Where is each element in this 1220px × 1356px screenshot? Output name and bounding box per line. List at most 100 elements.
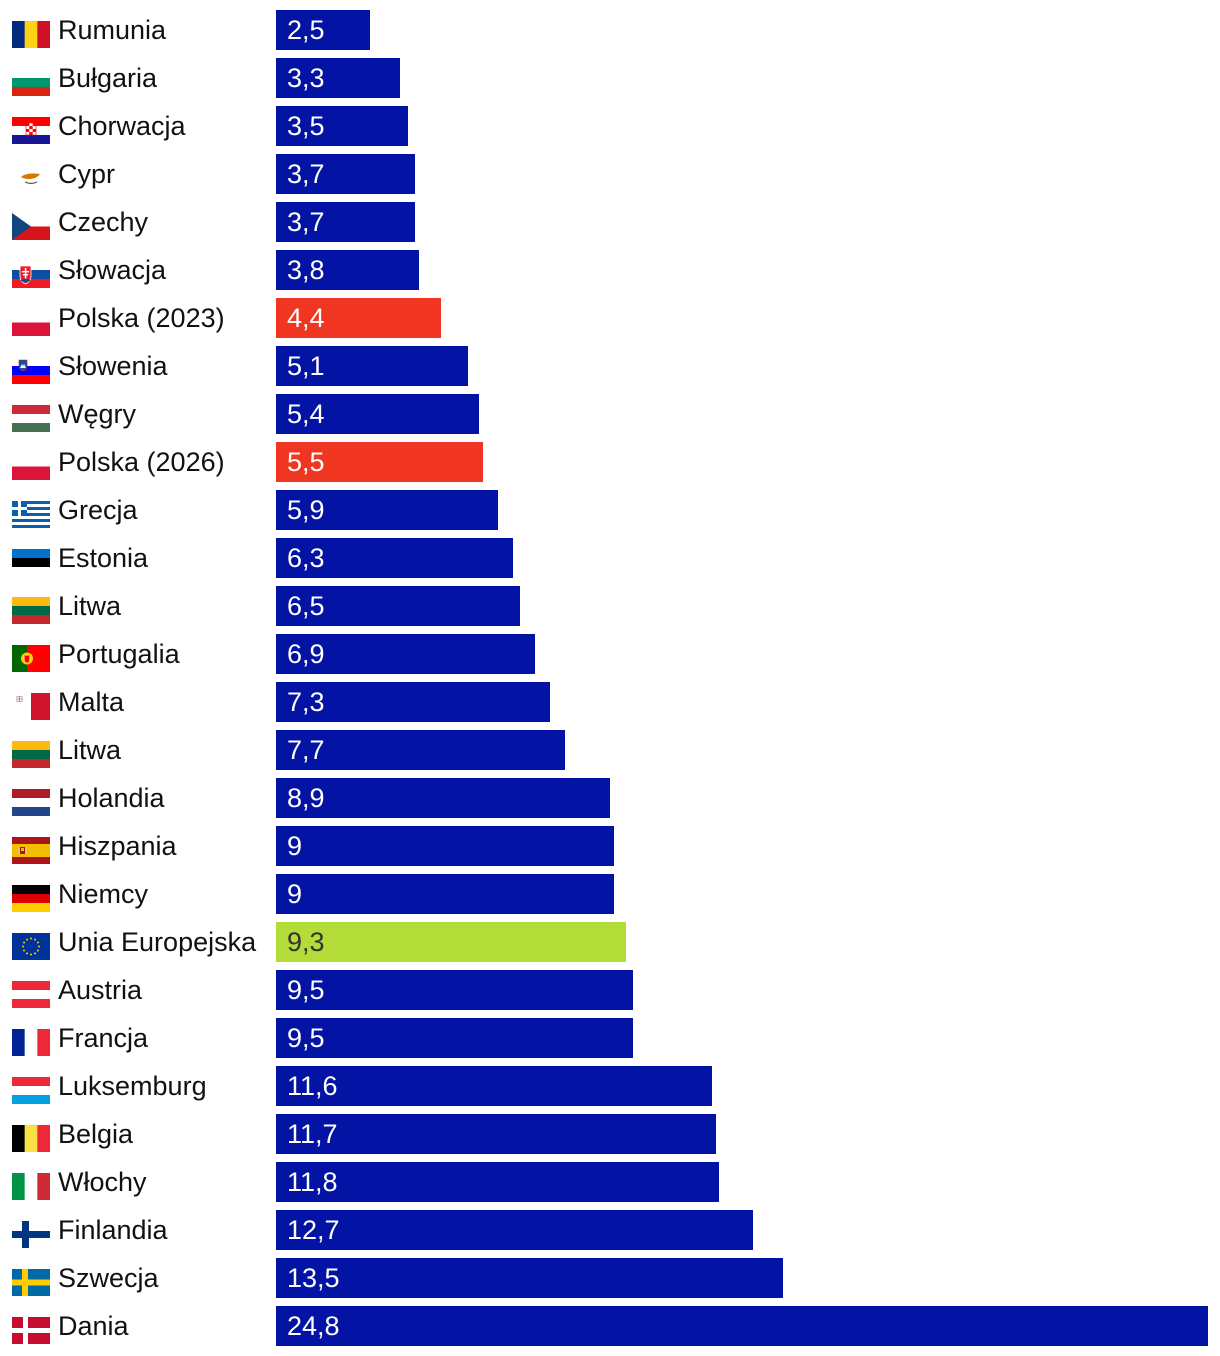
data-label: 11,6 bbox=[287, 1071, 338, 1101]
category-label: Niemcy bbox=[58, 879, 149, 909]
category-label: Grecja bbox=[58, 495, 138, 525]
bar-row: Francja 9,5 bbox=[0, 1018, 1220, 1058]
bar bbox=[276, 298, 441, 338]
hr-flag-icon bbox=[12, 117, 50, 144]
data-label: 9,3 bbox=[287, 927, 325, 957]
bar bbox=[276, 1162, 719, 1202]
data-label: 2,5 bbox=[287, 15, 325, 45]
bar-row: Luksemburg 11,6 bbox=[0, 1066, 1220, 1106]
bar-row: Portugalia 6,9 bbox=[0, 634, 1220, 674]
bar bbox=[276, 778, 610, 818]
data-label: 9,5 bbox=[287, 1023, 325, 1053]
category-label: Unia Europejska bbox=[58, 927, 257, 957]
category-label: Chorwacja bbox=[58, 111, 186, 141]
category-label: Hiszpania bbox=[58, 831, 177, 861]
bar bbox=[276, 1306, 1208, 1346]
be-flag-icon bbox=[12, 1125, 50, 1152]
bar bbox=[276, 394, 479, 434]
data-label: 6,3 bbox=[287, 543, 325, 573]
data-label: 3,7 bbox=[287, 207, 325, 237]
category-label: Słowenia bbox=[58, 351, 168, 381]
data-label: 9,5 bbox=[287, 975, 325, 1005]
bar-row: Niemcy 9 bbox=[0, 874, 1220, 914]
lt-flag-icon bbox=[12, 597, 50, 624]
bar bbox=[276, 1114, 716, 1154]
at-flag-icon bbox=[12, 981, 50, 1008]
bg-flag-icon bbox=[12, 69, 50, 96]
bar-row: Czechy 3,7 bbox=[0, 202, 1220, 242]
bar bbox=[276, 586, 520, 626]
bar bbox=[276, 970, 633, 1010]
bar-row: Rumunia 2,5 bbox=[0, 10, 1220, 50]
category-label: Czechy bbox=[58, 207, 149, 237]
es-flag-icon bbox=[12, 837, 50, 864]
bar bbox=[276, 442, 483, 482]
bar bbox=[276, 922, 626, 962]
category-label: Litwa bbox=[58, 735, 122, 765]
data-label: 3,8 bbox=[287, 255, 325, 285]
data-label: 13,5 bbox=[287, 1263, 340, 1293]
category-label: Węgry bbox=[58, 399, 137, 429]
pt-flag-icon bbox=[12, 645, 50, 672]
bar-row: Chorwacja 3,5 bbox=[0, 106, 1220, 146]
fi-flag-icon bbox=[12, 1221, 50, 1248]
bar bbox=[276, 202, 415, 242]
si-flag-icon bbox=[12, 357, 50, 384]
bar bbox=[276, 10, 370, 50]
data-label: 6,9 bbox=[287, 639, 325, 669]
hu-flag-icon bbox=[12, 405, 50, 432]
data-label: 4,4 bbox=[287, 303, 325, 333]
bar bbox=[276, 538, 513, 578]
category-label: Luksemburg bbox=[58, 1071, 207, 1101]
bar-row: Litwa 6,5 bbox=[0, 586, 1220, 626]
de-flag-icon bbox=[12, 885, 50, 912]
data-label: 5,9 bbox=[287, 495, 325, 525]
bar-row: Dania 24,8 bbox=[0, 1306, 1220, 1346]
data-label: 5,5 bbox=[287, 447, 325, 477]
data-label: 7,7 bbox=[287, 735, 325, 765]
category-label: Portugalia bbox=[58, 639, 180, 669]
bar bbox=[276, 1210, 753, 1250]
bar bbox=[276, 826, 614, 866]
bar-row: Włochy 11,8 bbox=[0, 1162, 1220, 1202]
bar bbox=[276, 730, 565, 770]
sk-flag-icon bbox=[12, 261, 50, 288]
category-label: Austria bbox=[58, 975, 143, 1005]
bar-row: Grecja 5,9 bbox=[0, 490, 1220, 530]
data-label: 9 bbox=[287, 879, 303, 909]
se-flag-icon bbox=[12, 1269, 50, 1296]
category-label: Rumunia bbox=[58, 15, 167, 45]
bar-row: Szwecja 13,5 bbox=[0, 1258, 1220, 1298]
bar-row: Finlandia 12,7 bbox=[0, 1210, 1220, 1250]
data-label: 3,7 bbox=[287, 159, 325, 189]
data-label: 12,7 bbox=[287, 1215, 340, 1245]
eu-flag-icon bbox=[12, 933, 50, 960]
data-label: 3,3 bbox=[287, 63, 325, 93]
bar-row: Węgry 5,4 bbox=[0, 394, 1220, 434]
data-label: 3,5 bbox=[287, 111, 325, 141]
category-label: Holandia bbox=[58, 783, 165, 813]
data-label: 9 bbox=[287, 831, 303, 861]
bar-row: Litwa 7,7 bbox=[0, 730, 1220, 770]
bar bbox=[276, 1066, 712, 1106]
bar-row: Unia Europejska 9,3 bbox=[0, 922, 1220, 962]
category-label: Włochy bbox=[58, 1167, 147, 1197]
data-label: 5,1 bbox=[287, 351, 325, 381]
bar bbox=[276, 874, 614, 914]
ee-flag-icon bbox=[12, 549, 50, 576]
dk-flag-icon bbox=[12, 1317, 50, 1344]
bar bbox=[276, 250, 419, 290]
data-label: 7,3 bbox=[287, 687, 325, 717]
category-label: Cypr bbox=[58, 159, 116, 189]
pl-flag-icon bbox=[12, 309, 50, 336]
category-label: Finlandia bbox=[58, 1215, 168, 1245]
category-label: Dania bbox=[58, 1311, 129, 1341]
bar-row: Słowenia 5,1 bbox=[0, 346, 1220, 386]
bar-row: Cypr 3,7 bbox=[0, 154, 1220, 194]
bar-row: Hiszpania 9 bbox=[0, 826, 1220, 866]
category-label: Estonia bbox=[58, 543, 149, 573]
bar-row: Estonia 6,3 bbox=[0, 538, 1220, 578]
gr-flag-icon bbox=[12, 501, 50, 528]
bar bbox=[276, 1018, 633, 1058]
